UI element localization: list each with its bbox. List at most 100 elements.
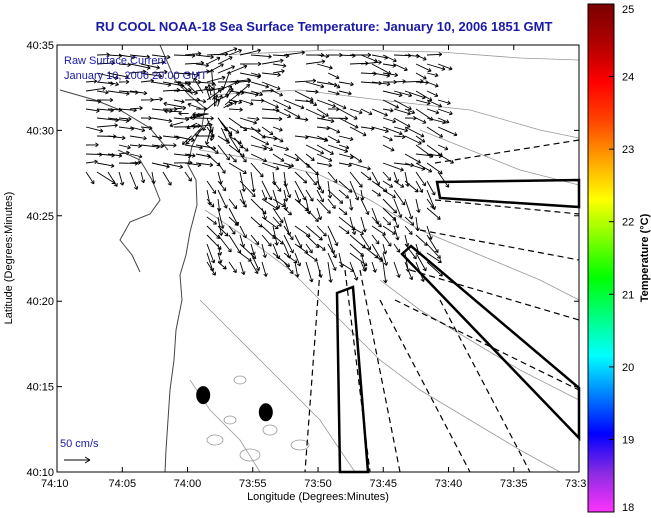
current-arrow	[382, 180, 394, 188]
current-arrow	[239, 198, 247, 208]
current-arrow	[261, 162, 280, 171]
current-arrow	[206, 75, 226, 83]
current-arrow	[151, 54, 171, 60]
current-arrow	[382, 171, 392, 181]
current-arrow	[426, 52, 443, 57]
current-arrow	[195, 54, 214, 60]
current-arrow	[226, 88, 234, 98]
current-arrow	[85, 159, 98, 165]
current-arrow	[222, 71, 231, 91]
current-arrow	[239, 117, 258, 125]
current-arrow	[272, 63, 287, 68]
current-arrow	[261, 198, 279, 210]
current-arrow	[272, 216, 282, 227]
current-arrow	[360, 216, 367, 233]
current-arrow	[404, 198, 414, 220]
current-arrow	[217, 225, 229, 237]
current-arrow	[261, 216, 279, 230]
current-arrow	[305, 252, 318, 262]
current-arrow	[272, 198, 286, 207]
current-arrow	[85, 126, 104, 133]
current-arrow	[371, 81, 391, 87]
dashed-line	[344, 269, 371, 473]
current-arrow	[186, 122, 198, 130]
current-arrow	[272, 135, 284, 143]
current-arrow	[415, 180, 424, 193]
current-arrow	[239, 99, 254, 106]
current-arrow	[189, 115, 203, 120]
current-arrow	[338, 207, 348, 216]
current-arrow	[305, 207, 319, 223]
current-arrow	[118, 62, 131, 67]
current-arrow	[184, 153, 196, 158]
current-arrow	[185, 129, 201, 145]
current-arrow	[404, 108, 416, 115]
colorbar-tick-label: 21	[622, 289, 634, 301]
current-arrow	[217, 144, 230, 161]
current-arrow	[226, 101, 237, 108]
coastline-main	[57, 44, 206, 473]
current-arrow	[228, 99, 243, 105]
current-arrow	[382, 144, 395, 152]
current-arrow	[283, 99, 305, 110]
current-arrow	[206, 144, 219, 154]
current-arrow	[338, 189, 350, 199]
current-arrow	[195, 63, 210, 68]
current-arrow	[305, 59, 326, 65]
current-arrow	[393, 108, 411, 116]
current-arrow	[239, 78, 252, 84]
current-arrow	[305, 225, 323, 241]
x-tick-label: 73:45	[369, 478, 397, 490]
current-arrow	[250, 135, 270, 146]
current-arrow	[316, 117, 335, 124]
current-arrow	[217, 234, 232, 253]
current-arrow	[195, 122, 213, 128]
current-arrow	[129, 135, 147, 141]
current-arrow	[338, 162, 352, 168]
current-arrow	[327, 144, 349, 153]
current-arrow	[239, 261, 246, 276]
chart-title: RU COOL NOAA-18 Sea Surface Temperature:…	[96, 19, 553, 34]
colorbar-ticks: 18 19 20 21 22 23 24 25	[609, 3, 634, 514]
coastline-inlet	[117, 149, 161, 273]
current-arrow	[294, 78, 317, 83]
y-axis-ticks: 40:10 40:15 40:20 40:25 40:30 40:35	[26, 40, 579, 479]
current-arrow	[294, 252, 302, 267]
contour-line	[419, 129, 580, 186]
current-arrow	[206, 243, 216, 264]
current-arrow	[229, 136, 241, 153]
current-arrow	[349, 162, 371, 171]
dashed-line	[394, 299, 580, 391]
current-arrow	[192, 112, 208, 117]
current-arrow	[338, 144, 350, 150]
current-arrow	[371, 261, 377, 273]
current-arrow	[272, 69, 285, 74]
current-arrow	[151, 69, 168, 75]
current-arrow	[382, 162, 404, 172]
current-arrow	[393, 180, 405, 188]
current-arrow	[250, 72, 262, 78]
current-arrow	[162, 171, 172, 186]
colorbar-tick-label: 18	[622, 502, 634, 514]
current-arrow	[371, 108, 388, 117]
current-arrow	[316, 144, 334, 155]
current-arrow	[393, 126, 409, 133]
current-arrow	[382, 261, 388, 284]
current-arrow	[217, 162, 226, 174]
current-arrow	[129, 63, 151, 70]
current-arrow	[204, 85, 211, 100]
current-arrow	[209, 69, 215, 83]
current-arrow	[338, 135, 354, 142]
current-arrow	[415, 72, 427, 80]
contour-patch	[233, 375, 247, 385]
current-arrow	[250, 171, 256, 193]
current-arrow	[371, 126, 389, 134]
current-arrow	[305, 261, 314, 283]
current-arrow	[107, 72, 129, 79]
current-arrow	[224, 92, 241, 106]
current-arrow	[338, 117, 359, 129]
x-axis-label: Longitude (Degrees:Minutes)	[247, 491, 389, 503]
current-arrow	[96, 162, 115, 168]
colorbar-tick-label: 22	[622, 217, 634, 229]
